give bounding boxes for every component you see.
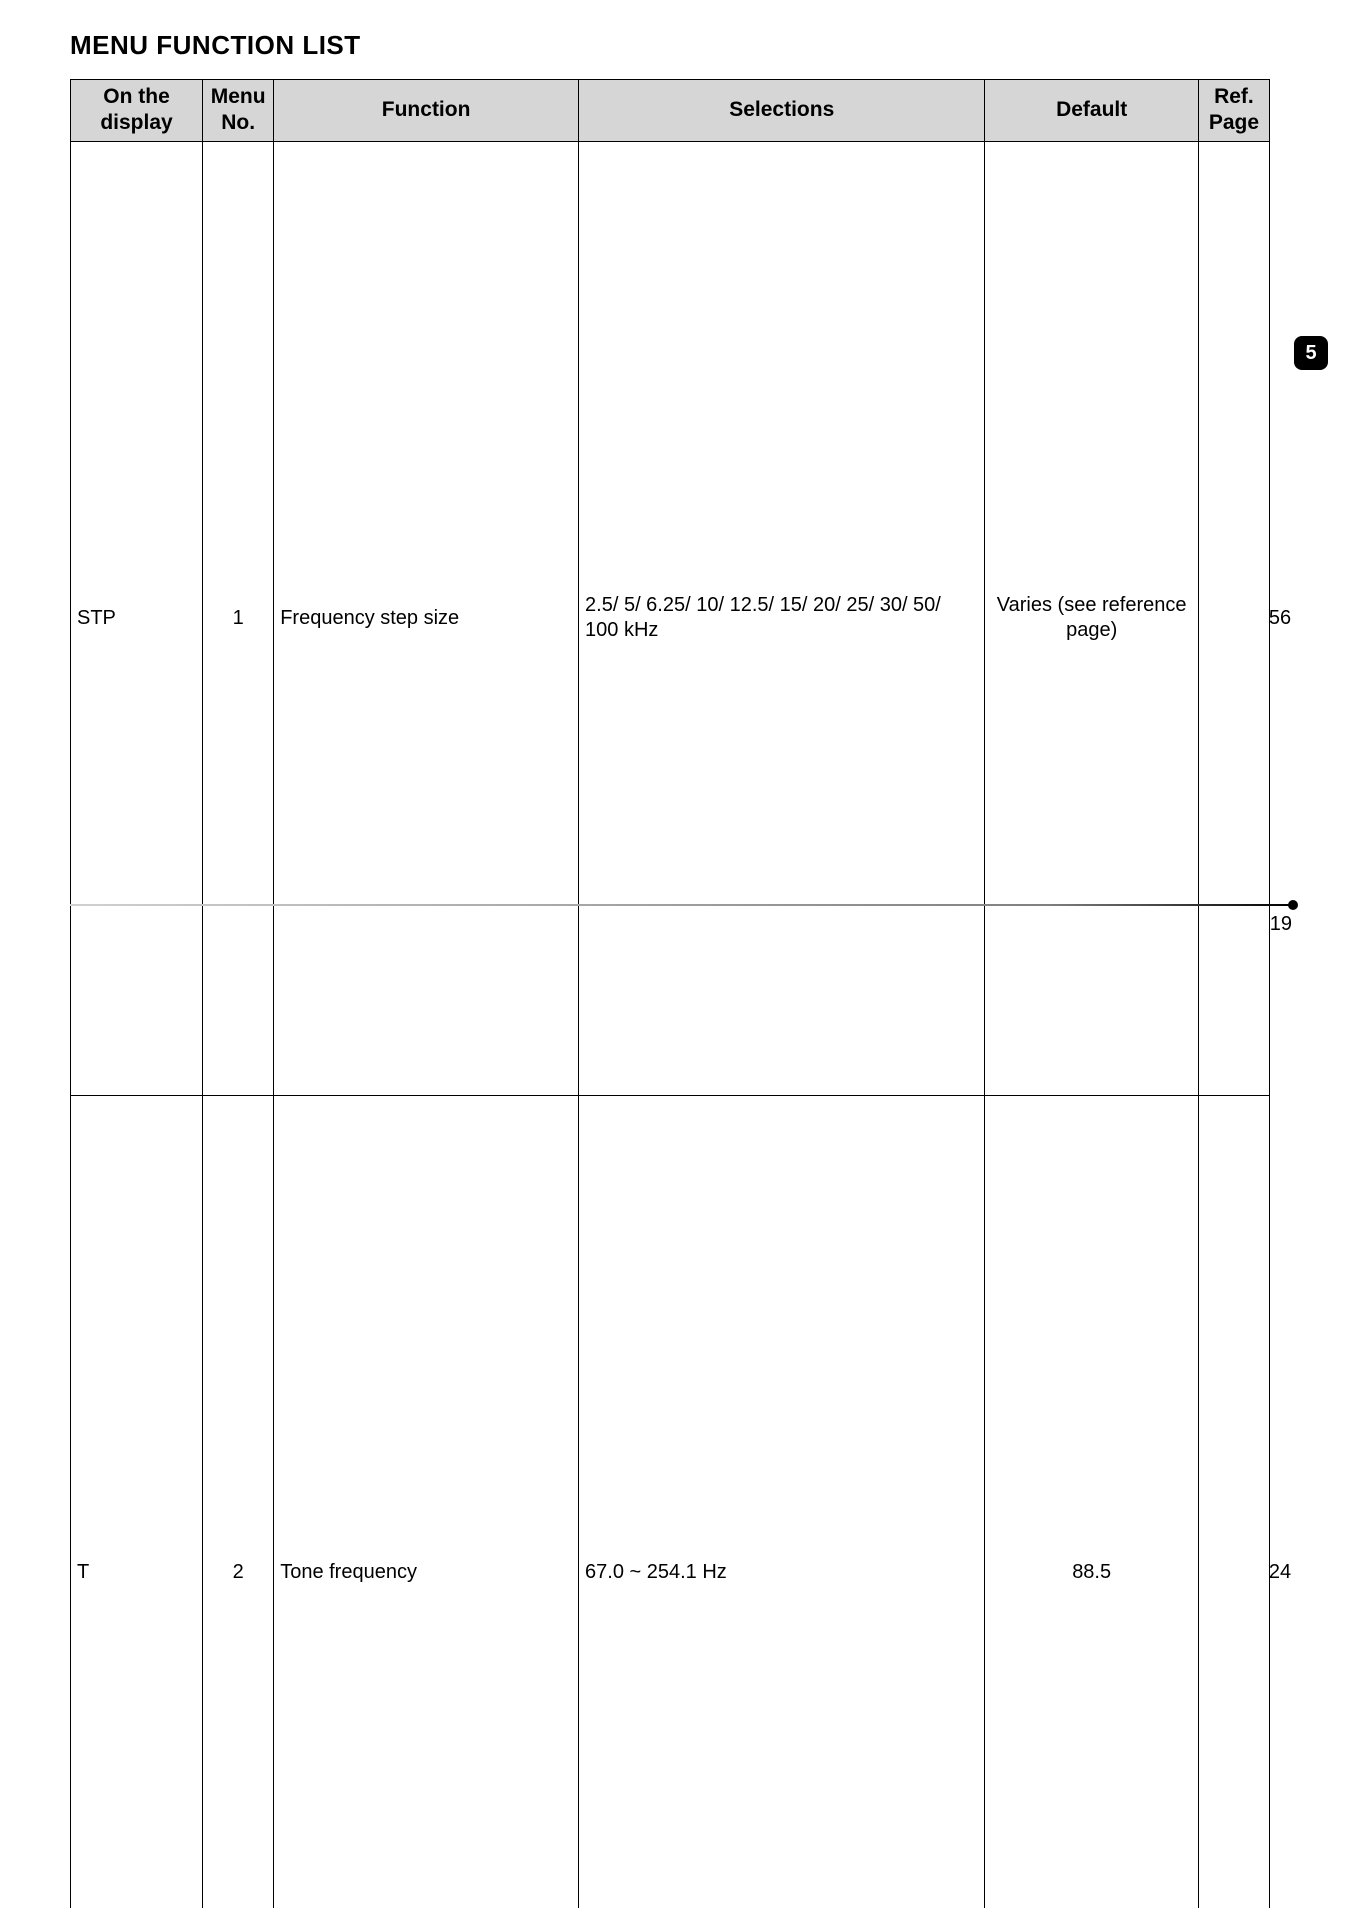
table-row: STP1Frequency step size2.5/ 5/ 6.25/ 10/… bbox=[71, 141, 1270, 1095]
section-tab: 5 bbox=[1294, 336, 1328, 370]
cell-ref-page: 56 bbox=[1198, 141, 1269, 1095]
cell-display: T bbox=[71, 1095, 203, 1908]
col-function-header: Function bbox=[274, 80, 579, 142]
col-default-header: Default bbox=[985, 80, 1198, 142]
cell-default: Varies (see reference page) bbox=[985, 141, 1198, 1095]
cell-selections: 2.5/ 5/ 6.25/ 10/ 12.5/ 15/ 20/ 25/ 30/ … bbox=[579, 141, 985, 1095]
section-tab-number: 5 bbox=[1305, 342, 1316, 365]
cell-selections: 67.0 ~ 254.1 Hz bbox=[579, 1095, 985, 1908]
col-selections-header: Selections bbox=[579, 80, 985, 142]
table-body: STP1Frequency step size2.5/ 5/ 6.25/ 10/… bbox=[71, 141, 1270, 1908]
menu-function-table: On the display Menu No. Function Selecti… bbox=[70, 79, 1270, 1908]
table-header-row: On the display Menu No. Function Selecti… bbox=[71, 80, 1270, 142]
table-row: T2Tone frequency67.0 ~ 254.1 Hz88.524 bbox=[71, 1095, 1270, 1908]
col-page-header: Ref. Page bbox=[1198, 80, 1269, 142]
cell-menu-no: 2 bbox=[203, 1095, 274, 1908]
col-menu-header: Menu No. bbox=[203, 80, 274, 142]
col-display-header: On the display bbox=[71, 80, 203, 142]
cell-ref-page: 24 bbox=[1198, 1095, 1269, 1908]
cell-display: STP bbox=[71, 141, 203, 1095]
footer-divider bbox=[70, 904, 1292, 906]
cell-function: Frequency step size bbox=[274, 141, 579, 1095]
page-title: MENU FUNCTION LIST bbox=[70, 30, 1292, 61]
page-number: 19 bbox=[1270, 913, 1292, 936]
cell-function: Tone frequency bbox=[274, 1095, 579, 1908]
cell-default: 88.5 bbox=[985, 1095, 1198, 1908]
cell-menu-no: 1 bbox=[203, 141, 274, 1095]
document-page: MENU FUNCTION LIST On the display Menu N… bbox=[0, 0, 1352, 954]
